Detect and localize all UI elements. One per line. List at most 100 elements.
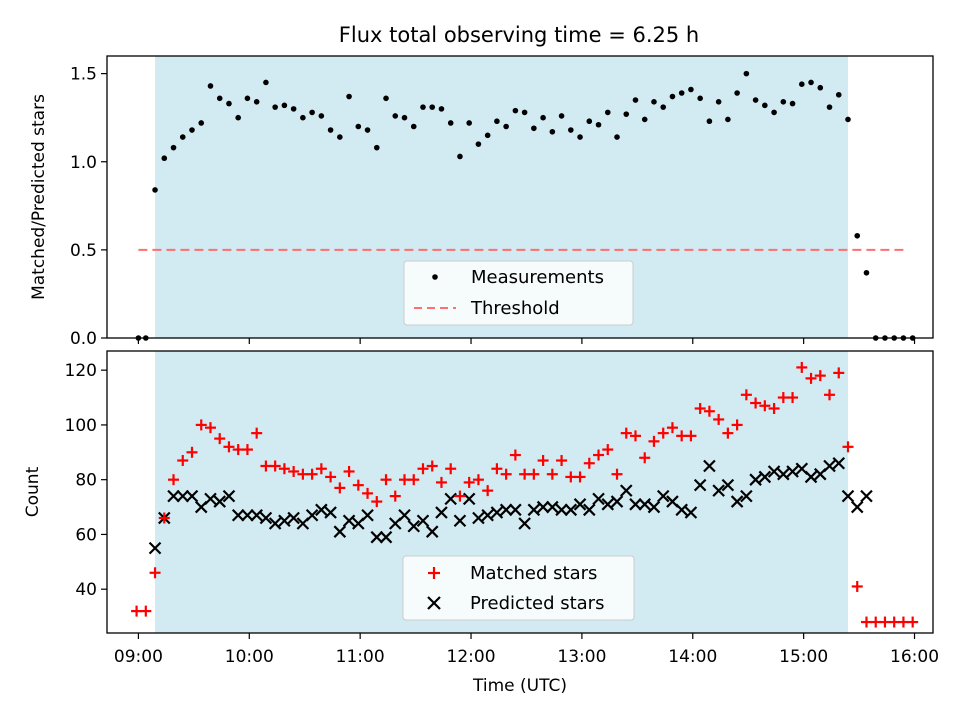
legend-predicted-label: Predicted stars xyxy=(470,593,604,614)
matched-star-point xyxy=(500,468,512,480)
measurement-point xyxy=(577,134,583,140)
counts-xlabel: Time (UTC) xyxy=(472,676,567,696)
predicted-star-point xyxy=(425,525,439,538)
matched-star-point xyxy=(907,616,919,628)
measurement-point xyxy=(161,155,168,162)
measurement-point xyxy=(697,95,703,102)
measurement-point xyxy=(725,116,731,123)
predicted-star-point xyxy=(241,508,254,522)
measurement-point xyxy=(706,118,713,125)
matched-star-point xyxy=(528,468,540,480)
matched-star-point xyxy=(777,392,789,404)
matched-star-point xyxy=(251,427,263,439)
measurement-point xyxy=(447,120,454,126)
predicted-star-point xyxy=(703,459,716,473)
counts-ytick-label: 80 xyxy=(75,471,97,491)
measurement-point xyxy=(337,134,343,140)
predicted-star-point xyxy=(601,498,615,511)
measurement-point xyxy=(817,84,824,91)
measurement-point xyxy=(401,114,408,121)
predicted-star-point xyxy=(324,506,337,519)
matched-star-point xyxy=(750,397,762,409)
matched-star-point xyxy=(685,430,697,442)
matched-star-point xyxy=(306,468,318,480)
predicted-star-point xyxy=(749,473,762,486)
legend-matched-label: Matched stars xyxy=(470,563,597,584)
matched-star-point xyxy=(297,468,309,480)
matched-star-point xyxy=(556,455,568,467)
measurement-point xyxy=(226,100,232,107)
legend-measurements-marker xyxy=(432,274,438,280)
predicted-star-point xyxy=(555,503,568,517)
measurement-point xyxy=(364,127,371,133)
matched-star-point xyxy=(759,400,771,412)
measurement-point xyxy=(845,116,851,123)
matched-star-point xyxy=(888,616,900,628)
predicted-star-point xyxy=(379,530,393,544)
predicted-star-point xyxy=(222,489,236,503)
predicted-star-point xyxy=(675,503,688,517)
matched-star-point xyxy=(334,482,346,494)
predicted-star-point xyxy=(832,456,846,470)
matched-star-point xyxy=(639,452,651,464)
matched-star-point xyxy=(343,465,355,477)
matched-star-point xyxy=(435,476,447,488)
measurement-point xyxy=(355,123,362,130)
measurement-point xyxy=(835,91,842,98)
predicted-star-point xyxy=(481,508,494,522)
matched-star-point xyxy=(315,463,327,475)
matched-star-point xyxy=(149,567,161,579)
predicted-star-point xyxy=(583,503,596,517)
counts-xtick-label: 10:00 xyxy=(225,647,274,667)
counts-ytick-label: 60 xyxy=(75,525,97,545)
counts-ytick-label: 120 xyxy=(65,361,97,381)
measurement-point xyxy=(263,79,269,86)
measurement-point xyxy=(253,99,260,105)
matched-star-point xyxy=(546,468,558,480)
ratio-legend: Measurements Threshold xyxy=(403,260,634,326)
matched-star-point xyxy=(204,422,216,434)
matched-star-point xyxy=(824,389,836,401)
matched-star-point xyxy=(482,485,494,497)
predicted-star-point xyxy=(176,489,190,503)
measurement-point xyxy=(512,107,519,114)
counts-xtick-label: 09:00 xyxy=(114,647,163,667)
counts-xtick-label: 14:00 xyxy=(668,647,717,667)
measurement-point xyxy=(309,109,315,116)
predicted-star-point xyxy=(546,500,559,514)
counts-legend-box xyxy=(402,555,635,621)
matched-star-point xyxy=(657,427,669,439)
measurement-point xyxy=(558,113,565,119)
matched-star-point xyxy=(731,419,743,431)
predicted-star-point xyxy=(527,503,541,517)
measurement-point xyxy=(651,99,657,105)
measurement-point xyxy=(688,86,694,93)
measurement-point xyxy=(373,144,380,151)
measurement-point xyxy=(678,90,685,96)
predicted-star-point xyxy=(536,500,550,514)
matched-star-point xyxy=(195,419,207,431)
predicted-star-point xyxy=(721,478,735,492)
ratio-panel: 0.0 0.5 1.0 1.5 Matched/Predicted stars Mea… xyxy=(29,55,934,349)
measurement-point xyxy=(752,97,759,103)
chart-title: Flux total observing time = 6.25 h xyxy=(339,23,699,47)
ratio-axes-frame xyxy=(106,55,934,339)
measurement-point xyxy=(743,70,750,77)
measurement-point xyxy=(152,187,158,193)
predicted-star-point xyxy=(490,506,504,519)
measurement-point xyxy=(383,95,389,102)
matched-star-point xyxy=(278,463,290,475)
measurement-point xyxy=(290,106,297,112)
predicted-star-point xyxy=(416,514,430,528)
ratio-ytick-label: 0.5 xyxy=(70,241,97,261)
measurement-point xyxy=(392,113,399,119)
matched-star-point xyxy=(602,444,614,456)
ratio-legend-box xyxy=(403,260,634,326)
counts-xtick-label: 16:00 xyxy=(890,647,939,667)
predicted-star-point xyxy=(453,514,467,528)
matched-star-point xyxy=(842,441,854,453)
matched-star-point xyxy=(593,449,605,461)
measurement-point xyxy=(808,79,814,86)
predicted-star-point xyxy=(786,465,799,478)
predicted-star-point xyxy=(730,495,744,508)
